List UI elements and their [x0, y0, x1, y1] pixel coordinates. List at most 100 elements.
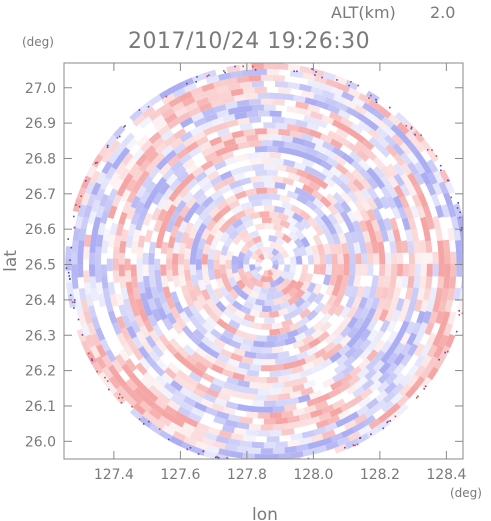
- radar-cell: [298, 343, 312, 354]
- radar-cell: [400, 342, 412, 357]
- radar-cell: [302, 448, 317, 457]
- radar-cell: [264, 341, 276, 348]
- radar-cell: [223, 77, 238, 86]
- radar-cell: [231, 314, 244, 325]
- radar-cell: [215, 277, 225, 290]
- radar-cell: [111, 321, 123, 336]
- radar-cell: [236, 421, 250, 430]
- radar-cell: [266, 169, 279, 177]
- radar-cell: [220, 387, 234, 397]
- radar-cell: [233, 210, 246, 221]
- radar-cell: [334, 101, 349, 112]
- edge-speckle: [254, 69, 257, 71]
- radar-cell: [86, 350, 98, 366]
- edge-speckle: [387, 420, 389, 423]
- edge-speckle: [370, 433, 372, 435]
- radar-cell: [380, 115, 395, 129]
- radar-cell: [225, 259, 232, 270]
- radar-cell: [306, 216, 319, 229]
- radar-cell: [202, 125, 217, 137]
- radar-cell: [197, 176, 211, 188]
- radar-cell: [243, 264, 251, 273]
- radar-cell: [145, 355, 158, 369]
- edge-speckle: [123, 126, 125, 128]
- radar-cell: [260, 287, 270, 295]
- radar-cell: [95, 344, 108, 359]
- radar-cell: [188, 201, 201, 215]
- radar-cell: [275, 269, 284, 278]
- radar-cell: [426, 298, 436, 313]
- radar-cell: [296, 194, 309, 205]
- radar-cell: [218, 430, 233, 439]
- radar-cell: [362, 414, 376, 427]
- radar-cell: [157, 224, 167, 238]
- radar-cell: [164, 404, 179, 417]
- radar-cell: [386, 228, 396, 242]
- radar-cell: [324, 421, 339, 433]
- radar-cell: [192, 232, 203, 245]
- radar-cell: [169, 435, 184, 448]
- radar-cell: [231, 264, 239, 274]
- y-tick-label: 27.0: [25, 81, 56, 97]
- radar-cell: [261, 347, 273, 354]
- radar-cell: [460, 239, 463, 253]
- radar-cell: [182, 82, 197, 94]
- radar-cell: [329, 406, 344, 418]
- radar-cell: [315, 151, 330, 162]
- radar-cell: [135, 298, 145, 312]
- radar-cell: [179, 427, 194, 439]
- radar-cell: [200, 336, 214, 348]
- edge-speckle: [440, 169, 442, 172]
- radar-cell: [224, 224, 236, 236]
- radar-cell: [243, 392, 256, 401]
- radar-cell: [396, 121, 410, 135]
- radar-cell: [158, 162, 172, 176]
- radar-cell: [248, 447, 262, 455]
- radar-cell: [286, 64, 301, 72]
- radar-cell: [341, 124, 356, 137]
- radar-cell: [154, 258, 161, 271]
- radar-cell: [107, 205, 118, 220]
- radar-cell: [151, 403, 166, 416]
- radar-cell: [166, 117, 181, 130]
- radar-cell: [167, 236, 176, 249]
- radar-cell: [409, 204, 420, 219]
- edge-speckle: [71, 301, 74, 303]
- radar-cell: [258, 193, 270, 200]
- radar-cell: [118, 264, 126, 278]
- radar-cell: [389, 297, 399, 312]
- radar-cell: [161, 187, 174, 201]
- radar-cell: [444, 298, 454, 313]
- radar-cell: [277, 146, 290, 155]
- edge-speckle: [106, 380, 109, 382]
- radar-cell: [166, 154, 180, 168]
- y-tick-label: 26.4: [25, 293, 56, 309]
- radar-cell: [135, 217, 145, 232]
- radar-cell: [269, 429, 283, 437]
- radar-cell: [309, 86, 324, 96]
- radar-cell: [411, 286, 420, 301]
- radar-cell: [263, 163, 276, 171]
- radar-cell: [161, 214, 172, 228]
- edge-speckle: [121, 396, 124, 399]
- edge-speckle: [116, 137, 119, 139]
- radar-cell: [257, 110, 270, 117]
- radar-cell: [224, 194, 238, 205]
- radar-cell: [193, 401, 208, 413]
- edge-speckle: [67, 271, 70, 274]
- edge-speckle: [294, 464, 296, 466]
- radar-cell: [83, 234, 92, 248]
- radar-cell: [267, 269, 274, 277]
- radar-cell: [174, 301, 185, 315]
- radar-cell: [384, 381, 398, 395]
- radar-cell: [433, 344, 445, 359]
- radar-cell: [151, 379, 165, 393]
- radar-cell: [373, 339, 386, 353]
- radar-cell: [225, 401, 239, 410]
- radar-cell: [301, 360, 315, 371]
- radar-cell: [372, 196, 384, 210]
- radar-cell: [393, 352, 406, 366]
- radar-cell: [274, 357, 288, 365]
- radar-cell: [352, 385, 366, 398]
- radar-cell: [107, 234, 116, 248]
